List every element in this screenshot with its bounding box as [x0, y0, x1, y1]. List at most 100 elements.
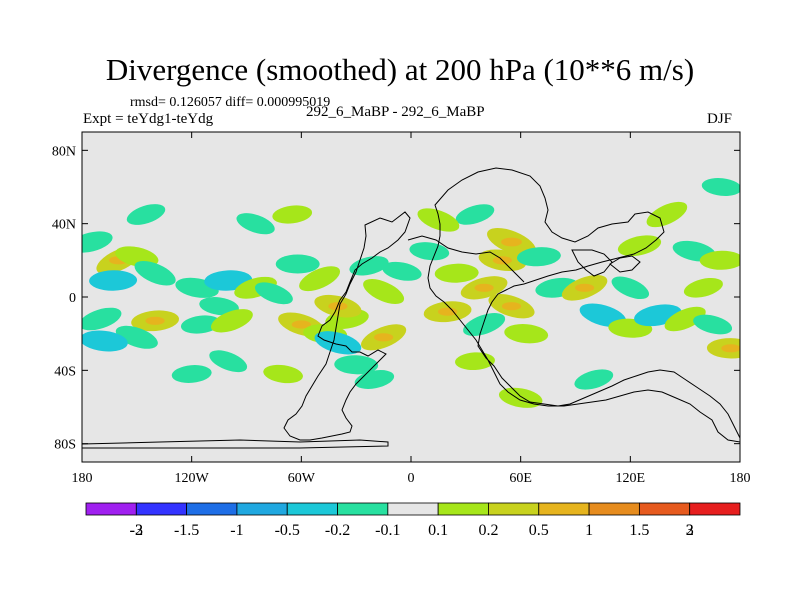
colorbar-label: -0.2 — [325, 522, 350, 539]
x-tick-label: 120E — [616, 471, 646, 486]
colorbar-label: 1.5 — [629, 522, 649, 539]
divergence-region — [516, 247, 561, 267]
y-tick-label: 80S — [54, 438, 76, 453]
coastline-antarctica — [82, 439, 389, 449]
divergence-core — [721, 344, 740, 353]
divergence-region — [334, 355, 379, 375]
colorbar-swatch — [337, 502, 389, 516]
colorbar-label: -3 — [130, 522, 143, 539]
colorbar-swatch — [488, 502, 540, 516]
divergence-region — [299, 266, 341, 292]
divergence-core — [103, 276, 123, 285]
divergence-region — [693, 314, 733, 335]
y-tick-label: 0 — [69, 291, 76, 306]
divergence-core — [218, 276, 238, 285]
y-tick-label: 80N — [52, 144, 76, 159]
divergence-core — [575, 283, 595, 292]
divergence-region — [171, 365, 212, 383]
colorbar-label: 0.5 — [529, 522, 549, 539]
chart-title: Divergence (smoothed) at 200 hPa (10**6 … — [105, 52, 695, 87]
divergence-region — [126, 204, 166, 225]
divergence-core — [438, 307, 458, 316]
divergence-region — [254, 282, 293, 305]
divergence-region — [210, 309, 253, 333]
y-tick-label: 40N — [52, 218, 76, 233]
divergence-core — [648, 311, 668, 320]
colorbar-label: -2 — [130, 522, 143, 539]
coastline-americas — [283, 211, 411, 441]
x-tick-label: 60W — [288, 471, 316, 486]
y-axis: 80N 40N 0 40S 80S — [52, 144, 740, 453]
divergence-core — [291, 320, 311, 329]
divergence-region — [611, 276, 650, 300]
divergence-region — [504, 324, 549, 344]
divergence-region — [199, 297, 239, 316]
divergence-region — [617, 235, 662, 257]
divergence-region — [134, 260, 176, 286]
colorbar-swatch — [135, 502, 188, 516]
divergence-core — [474, 283, 494, 292]
divergence-region — [275, 254, 320, 274]
divergence-region — [699, 250, 740, 270]
divergence-region — [180, 315, 221, 334]
divergence-region — [209, 350, 248, 373]
divergence-region — [409, 242, 450, 261]
divergence-region — [455, 204, 495, 225]
case-label: 292_6_MaBP - 292_6_MaBP — [306, 104, 485, 120]
x-tick-label: 180 — [72, 471, 93, 486]
colorbar-label: 0.1 — [428, 522, 448, 539]
x-tick-label: 0 — [408, 471, 415, 486]
season-label: DJF — [707, 111, 733, 127]
x-axis: 180 120W 60W 0 60E 120E 180 — [72, 132, 751, 486]
coastline-africa-eurasia — [427, 167, 740, 443]
colorbar-swatch — [638, 502, 691, 516]
divergence-core — [94, 336, 114, 346]
divergence-core — [501, 302, 522, 311]
colorbar-label: -1 — [230, 522, 243, 539]
divergence-region — [236, 213, 275, 235]
divergence-core — [593, 311, 613, 320]
divergence-region — [382, 261, 422, 281]
colorbar-swatch — [236, 502, 288, 516]
divergence-region — [417, 208, 460, 232]
colorbar-label: 2 — [686, 522, 694, 539]
colorbar-label: 3 — [686, 522, 694, 539]
colorbar-swatch — [85, 502, 137, 516]
divergence-core — [501, 237, 522, 247]
experiment-label: Expt = teYdg1-teYdg — [83, 111, 214, 127]
colorbar-swatch — [286, 502, 338, 516]
colorbar-swatch — [437, 502, 489, 516]
colorbar-label: -0.5 — [275, 522, 300, 539]
divergence-region — [646, 201, 688, 228]
colorbar-label: 0.2 — [478, 522, 498, 539]
divergence-region — [82, 231, 113, 253]
colorbar-swatch — [387, 502, 439, 516]
contour-fill-layer — [82, 178, 740, 408]
divergence-region — [574, 369, 614, 390]
colorbar: -2 -1.5 -1 -0.5 -0.2 -0.1 0.1 0.2 0.5 1 1.5 2 -3 3 — [85, 502, 741, 539]
coastline-layer — [82, 167, 740, 449]
divergence-region — [115, 325, 158, 349]
y-tick-label: 40S — [54, 364, 76, 379]
divergence-region — [272, 205, 313, 224]
coastline-mediterranean — [407, 235, 525, 283]
divergence-region — [82, 307, 122, 331]
colorbar-swatch — [689, 502, 741, 516]
x-tick-label: 60E — [509, 471, 532, 486]
colorbar-label: -1.5 — [174, 522, 199, 539]
divergence-region — [263, 364, 303, 384]
divergence-region — [363, 279, 405, 304]
divergence-region — [683, 277, 723, 298]
x-tick-label: 120W — [175, 471, 210, 486]
x-tick-label: 180 — [730, 471, 751, 486]
stats-line: rmsd= 0.126057 diff= 0.000995019 — [130, 95, 331, 110]
divergence-core — [145, 316, 165, 325]
coastline-asia-islands — [571, 249, 641, 277]
divergence-core — [374, 333, 394, 342]
colorbar-label: 1 — [585, 522, 593, 539]
colorbar-swatch — [588, 502, 640, 516]
colorbar-swatch — [538, 502, 590, 516]
colorbar-swatch — [186, 502, 238, 516]
divergence-region — [701, 178, 740, 196]
